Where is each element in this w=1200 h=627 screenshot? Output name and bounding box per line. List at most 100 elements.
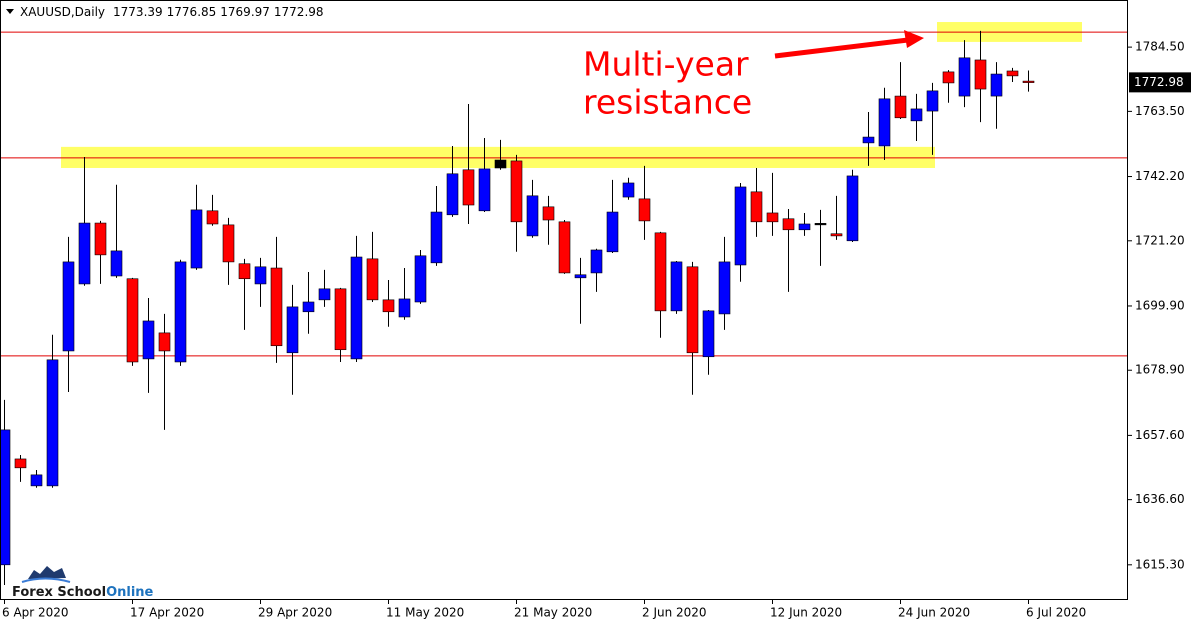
y-tick-label: 1615.30: [1135, 557, 1185, 571]
candle-body: [590, 249, 603, 274]
annotation: resistance: [583, 83, 752, 122]
candle-body: [718, 261, 731, 315]
candle-body: [542, 206, 555, 221]
candle-body: [638, 198, 651, 222]
candle-body: [222, 224, 235, 263]
candle-body: [766, 212, 779, 223]
candle-body: [782, 218, 795, 231]
candle-body: [686, 266, 699, 354]
candle-body: [558, 221, 571, 274]
candle-body: [334, 288, 347, 351]
candle-body: [462, 169, 475, 206]
arrow-shaft: [774, 37, 909, 59]
y-tick-label: 1763.50: [1135, 104, 1185, 118]
y-tick-label: 1636.60: [1135, 492, 1185, 506]
candle-body: [238, 263, 251, 280]
header-high: 1776.85: [167, 5, 217, 19]
candle-body: [894, 95, 907, 119]
logo-part2: Online: [106, 585, 153, 600]
candle-body: [30, 474, 43, 487]
candle-body: [366, 258, 379, 301]
candle-body: [126, 278, 139, 363]
logo-text: Forex SchoolOnline: [12, 585, 154, 600]
candle-body: [606, 211, 619, 253]
chart-header: XAUUSD,Daily 1773.39 1776.85 1769.97 1772.98: [20, 5, 324, 19]
price-label-box: [1129, 72, 1191, 93]
menu-triangle: [6, 9, 14, 14]
header-close: 1772.98: [274, 5, 324, 19]
x-tick-label: 6 Apr 2020: [2, 606, 69, 620]
candle-body: [94, 222, 107, 256]
candle-body: [446, 173, 459, 216]
candle-body: [958, 57, 971, 97]
candle-body: [814, 223, 827, 226]
candle-body: [670, 261, 683, 312]
candle-body: [878, 98, 891, 147]
x-tick-label: 6 Jul 2020: [1026, 606, 1086, 620]
header-open: 1773.39: [113, 5, 163, 19]
candle-body: [270, 267, 283, 347]
candle-body: [750, 191, 763, 223]
candle-body: [942, 71, 955, 84]
candle-body: [110, 250, 123, 277]
candle-body: [398, 298, 411, 318]
candle-body: [910, 108, 923, 122]
annotation: Multi-year: [583, 45, 749, 84]
candle-body: [846, 175, 859, 242]
y-tick-label: 1742.20: [1135, 169, 1185, 183]
candle-body: [206, 210, 219, 225]
x-tick-label: 24 Jun 2020: [898, 606, 970, 620]
candle-body: [654, 232, 667, 312]
candle-body: [990, 73, 1003, 97]
x-tick-label: 2 Jun 2020: [642, 606, 707, 620]
logo-part1: Forex School: [12, 585, 106, 600]
x-tick-label: 17 Apr 2020: [130, 606, 204, 620]
arrow-head: [904, 30, 924, 48]
candle-body: [430, 211, 443, 264]
y-tick-label: 1657.60: [1135, 428, 1185, 442]
logo-icon: [28, 566, 66, 579]
candle-body: [526, 195, 539, 237]
header-low: 1769.97: [220, 5, 270, 19]
candle-body: [926, 90, 939, 112]
logo: Forex SchoolOnline: [12, 566, 154, 600]
x-tick-label: 11 May 2020: [386, 606, 464, 620]
x-tick-label: 21 May 2020: [514, 606, 592, 620]
candle-body: [494, 159, 507, 169]
candle-body: [350, 256, 363, 360]
candle-body: [302, 301, 315, 313]
candle-body: [414, 255, 427, 303]
y-tick-label: 1678.90: [1135, 363, 1185, 377]
plot-frame: [0, 0, 1128, 600]
symbol: XAUUSD,Daily: [20, 5, 105, 19]
candle-body: [830, 233, 843, 237]
candle-body: [14, 458, 27, 469]
candle-body: [622, 182, 635, 198]
candle-body: [798, 223, 811, 231]
axes: 1615.30 1636.60 1657.60 1678.90 1699.90 1721.…: [2, 40, 1191, 620]
price-label: 1772.98: [1134, 75, 1184, 89]
levels: [0, 31, 1128, 357]
candle-body: [78, 222, 91, 285]
candle-body: [158, 332, 171, 352]
candle-body: [190, 209, 203, 269]
candle-body: [46, 359, 59, 487]
candle-body: [510, 160, 523, 223]
candle-body: [574, 274, 587, 279]
x-tick-label: 29 Apr 2020: [258, 606, 332, 620]
candle-body: [1006, 70, 1019, 77]
candle-body: [254, 266, 267, 285]
y-tick-label: 1699.90: [1135, 298, 1185, 312]
candle-body: [0, 429, 11, 566]
logo-wave: [21, 577, 71, 583]
candle-body: [862, 136, 875, 144]
y-tick-label: 1784.50: [1135, 40, 1185, 54]
candle-body: [702, 310, 715, 358]
candle-body: [478, 168, 491, 212]
candle-body: [382, 299, 395, 313]
candle-body: [318, 288, 331, 301]
candle-body: [142, 320, 155, 360]
candles: [0, 30, 1035, 586]
candle-body: [174, 261, 187, 363]
